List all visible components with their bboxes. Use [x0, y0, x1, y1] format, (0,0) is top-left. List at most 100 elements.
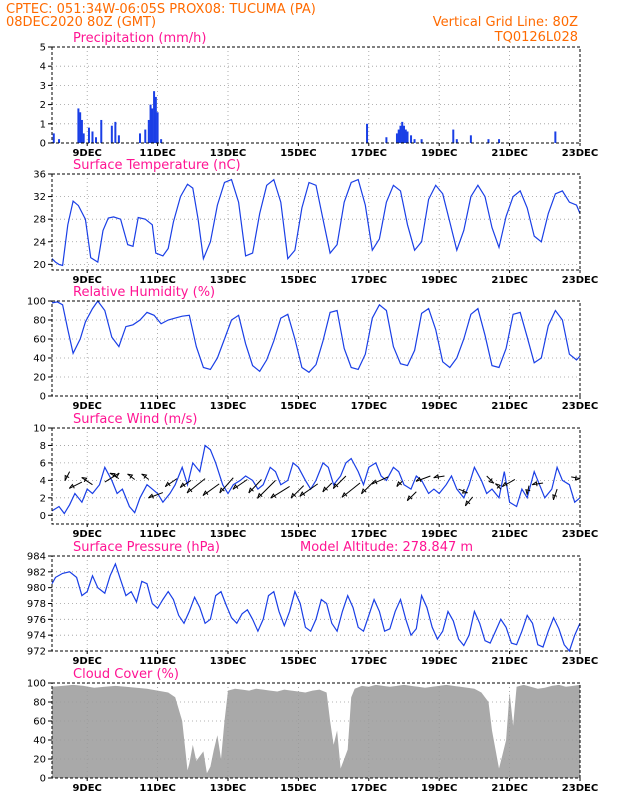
cloud-xtick-label: 21DEC: [491, 783, 527, 794]
wind-arrow: [232, 479, 248, 490]
precip-xtick-label: 23DEC: [562, 148, 598, 159]
precip-xtick-label: 15DEC: [280, 148, 316, 159]
temp-xtick-label: 17DEC: [351, 275, 387, 286]
wind-arrow: [104, 472, 120, 483]
precip-ytick-label: 5: [40, 43, 46, 54]
precip-bar: [100, 119, 103, 143]
pres-xtick-label: 23DEC: [562, 656, 598, 667]
cloud-xtick-label: 23DEC: [562, 783, 598, 794]
cloud-xtick-label: 19DEC: [421, 783, 457, 794]
wind-arrow-head: [109, 472, 116, 478]
wind-arrow-head: [257, 492, 263, 499]
temp-line: [51, 178, 581, 267]
precip-bar: [147, 119, 150, 143]
wind-arrow-head: [433, 474, 439, 480]
wind-arrow: [202, 483, 220, 496]
wind-arrow: [553, 488, 558, 501]
wind-arrow: [186, 478, 206, 494]
pres-xtick-label: 11DEC: [139, 656, 175, 667]
wind-xtick-label: 17DEC: [351, 529, 387, 540]
temp-xtick-label: 9DEC: [72, 275, 101, 286]
humidity-panel: Relative Humidity (%) 0 20 40 60 80 100 9DEC 11…: [27, 285, 598, 412]
temperature-panel: Surface Temperature (nC) 20 24 28 32 36 9DEC 1…: [33, 158, 598, 286]
wind-arrow-head: [495, 483, 502, 489]
precip-bar: [110, 125, 113, 143]
wind-arrow: [148, 492, 164, 499]
wind-panel: Surface Wind (m/s) 0 2 4 6 8 10 9DEC 11DEC 13DEC…: [33, 412, 598, 540]
wind-arrow-head: [341, 491, 348, 498]
rh-xtick-label: 21DEC: [491, 401, 527, 412]
wind-xtick-label: 11DEC: [139, 529, 175, 540]
temp-xtick-label: 21DEC: [491, 275, 527, 286]
cloud-ytick-label: 100: [27, 679, 46, 690]
wind-ytick-label: 2: [40, 493, 46, 504]
wind-arrow: [270, 486, 290, 499]
wind-ytick-label: 4: [40, 476, 46, 487]
header-run-date: 08DEC2020 80Z (GMT): [6, 15, 156, 30]
wind-arrow-head: [322, 486, 328, 493]
wind-arrow-head: [164, 481, 171, 487]
pres-ytick-label: 984: [27, 552, 46, 563]
wind-xtick-label: 23DEC: [562, 529, 598, 540]
cloud-area: [52, 684, 580, 778]
wind-arrow: [248, 479, 262, 494]
wind-arrow: [406, 491, 417, 502]
pres-ytick-label: 976: [27, 615, 46, 626]
temp-frame: [51, 173, 581, 271]
pressure-title: Surface Pressure (hPa): [73, 540, 220, 555]
wind-arrow: [502, 479, 516, 488]
temp-xtick-label: 23DEC: [562, 275, 598, 286]
wind-arrow: [219, 477, 234, 494]
wind-arrow-head: [141, 473, 148, 479]
rh-ytick-label: 60: [33, 335, 46, 346]
precip-bar: [117, 135, 120, 143]
wind-arrow-head: [461, 488, 468, 494]
precip-xtick-label: 21DEC: [491, 148, 527, 159]
rh-xtick-label: 15DEC: [280, 401, 316, 412]
precip-bar: [404, 129, 407, 143]
wind-arrow-head: [332, 482, 339, 489]
temp-ytick-label: 36: [33, 170, 46, 181]
wind-arrow: [433, 475, 445, 479]
wind-arrow: [532, 482, 544, 486]
precip-xtick-label: 11DEC: [139, 148, 175, 159]
rh-ytick-label: 100: [27, 297, 46, 308]
wind-arrow-head: [415, 476, 422, 483]
pres-line: [51, 562, 581, 653]
wind-arrow-head: [406, 495, 413, 501]
cloud-xtick-label: 11DEC: [139, 783, 175, 794]
pres-xtick-label: 13DEC: [210, 656, 246, 667]
temp-ytick-label: 24: [33, 237, 46, 248]
wind-arrow-head: [488, 478, 495, 484]
pres-xtick-label: 21DEC: [491, 656, 527, 667]
pres-ytick-label: 972: [27, 647, 46, 658]
precip-bar: [160, 139, 163, 143]
wind-arrow: [164, 478, 178, 488]
cloud-ytick-label: 0: [40, 774, 46, 785]
wind-arrow-head: [396, 480, 402, 487]
wind-arrow: [179, 479, 192, 488]
rh-line: [51, 299, 581, 374]
wind-arrow: [486, 475, 495, 484]
rh-xtick-label: 19DEC: [421, 401, 457, 412]
pres-xtick-label: 9DEC: [72, 656, 101, 667]
wind-arrow: [361, 480, 375, 495]
precip-frame: [51, 46, 581, 144]
precipitation-panel: Precipitation (mm/h) 0 1 2 3 4 5 9DEC 11DEC 13DE…: [40, 31, 599, 159]
pres-xtick-label: 17DEC: [351, 656, 387, 667]
precip-bar: [487, 139, 490, 143]
wind-arrow: [415, 475, 431, 482]
cloud-frame: [51, 682, 581, 779]
precip-bar: [410, 135, 413, 143]
wind-frame: [51, 427, 581, 525]
wind-arrow-head: [202, 490, 209, 496]
rh-ytick-label: 20: [33, 373, 46, 384]
wind-xtick-label: 9DEC: [72, 529, 101, 540]
precip-bar: [385, 137, 388, 143]
rh-xtick-label: 9DEC: [72, 401, 101, 412]
rh-xtick-label: 23DEC: [562, 401, 598, 412]
precip-bar: [420, 139, 423, 143]
precip-xtick-label: 17DEC: [351, 148, 387, 159]
precip-bar: [87, 127, 90, 143]
wind-arrow-head: [248, 487, 254, 494]
